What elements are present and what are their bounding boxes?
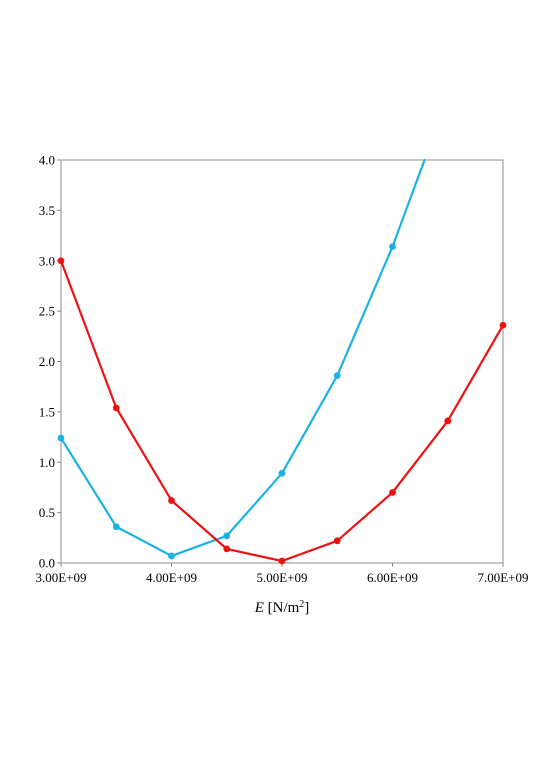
series-1-point <box>278 557 286 565</box>
series-1-point <box>444 417 452 425</box>
y-tick-label: 1.0 <box>39 455 55 470</box>
y-tick-label: 2.5 <box>39 304 55 319</box>
x-axis-unit-sup: 2 <box>299 599 304 610</box>
plot-area <box>60 159 504 564</box>
x-axis-unit-open: [N/m <box>264 600 300 616</box>
series-0-point <box>333 372 341 380</box>
y-tick-label: 0.5 <box>39 505 55 520</box>
y-tick-label: 1.5 <box>39 404 55 419</box>
series-1-point <box>223 545 231 553</box>
y-tick-label: 3.5 <box>39 203 55 218</box>
series-0-point <box>112 523 120 531</box>
x-tick-label: 7.00E+09 <box>477 570 528 585</box>
series-0-point <box>278 469 286 477</box>
series-1-point <box>57 257 65 265</box>
y-tick-label: 0.0 <box>39 556 55 571</box>
series-1-point <box>168 497 175 504</box>
plot-border <box>60 159 504 564</box>
series-group <box>57 158 507 565</box>
series-0-point <box>223 532 231 540</box>
series-1-line <box>59 259 505 563</box>
series-0-point <box>389 243 396 251</box>
x-axis-symbol: E <box>254 600 264 616</box>
x-tick-label: 5.00E+09 <box>256 570 307 585</box>
x-tick-label: 6.00E+09 <box>367 570 418 585</box>
x-tick-label: 4.00E+09 <box>146 570 197 585</box>
series-1-point <box>499 321 507 329</box>
x-axis-title: E [N/m2] <box>254 599 310 617</box>
series-0-line <box>59 158 426 558</box>
x-tick-label: 3.00E+09 <box>35 570 86 585</box>
series-1-point <box>112 404 120 412</box>
x-axis-unit-close: ] <box>304 600 309 616</box>
y-tick-label: 3.0 <box>39 253 55 268</box>
series-1-point <box>389 489 396 496</box>
y-tick-label: 2.0 <box>39 354 55 369</box>
series-0-point <box>57 434 65 442</box>
axes: 0.0 0.5 1.0 1.5 2.0 2.5 3.0 3.5 4.0 3.00E+09 4.00E… <box>35 153 528 586</box>
y-tick-label: 4.0 <box>39 153 55 168</box>
series-0-point <box>168 552 175 560</box>
series-1-point <box>333 537 341 545</box>
